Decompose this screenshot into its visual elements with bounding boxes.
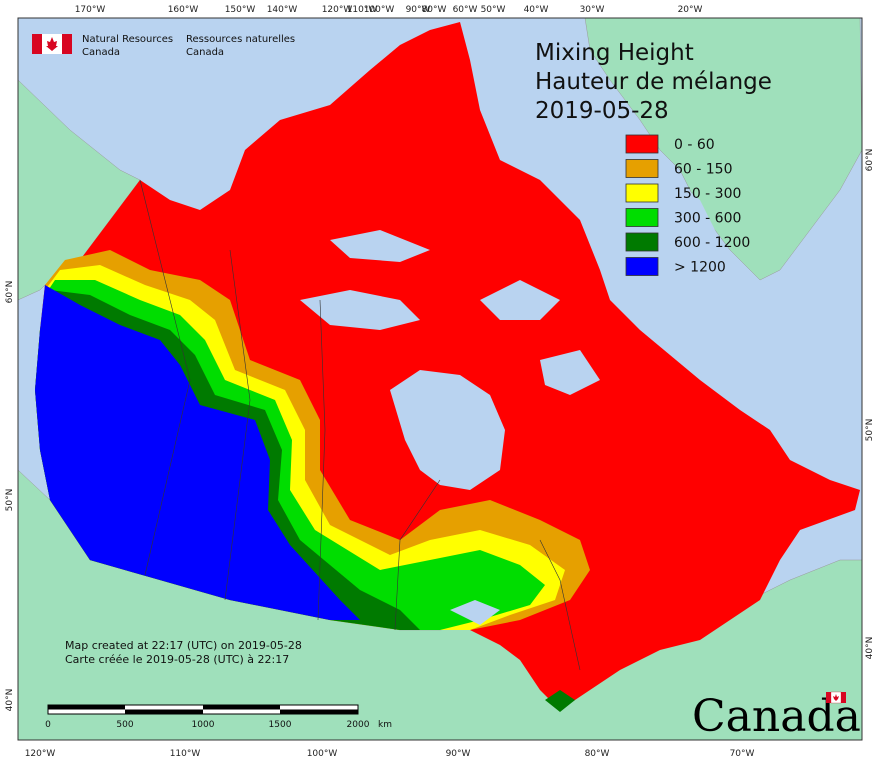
graticule-bottom-label: 70°W xyxy=(730,749,755,759)
title-fr: Hauteur de mélange xyxy=(535,69,772,95)
graticule-right-label: 40°N xyxy=(865,637,875,660)
graticule-top-label: 80°W xyxy=(422,5,447,15)
canada-wordmark: Canada xyxy=(692,691,861,742)
graticule-top-label: 150°W xyxy=(225,5,256,15)
legend-swatch xyxy=(625,159,659,178)
scale-unit: km xyxy=(378,720,392,730)
agency-fr-line1: Ressources naturelles xyxy=(186,34,295,45)
graticule-right-label: 60°N xyxy=(865,149,875,172)
arctic-channel xyxy=(300,290,420,330)
greenland-land xyxy=(584,17,863,281)
canada-flag-icon xyxy=(32,34,72,54)
legend-swatch xyxy=(625,183,659,203)
graticule-left-label: 40°N xyxy=(5,689,15,712)
graticule-top-label: 90°W xyxy=(406,5,431,15)
map-border xyxy=(17,17,863,741)
scale-tick: 1500 xyxy=(269,720,292,730)
legend-label: 60 - 150 xyxy=(674,162,733,178)
graticule-top-label: 100°W xyxy=(364,5,395,15)
graticule-top-label: 20°W xyxy=(678,5,703,15)
scale-bar: 0 500 1000 1500 2000 km xyxy=(45,704,392,730)
scale-tick: 0 xyxy=(45,720,51,730)
graticule-bottom-label: 90°W xyxy=(446,749,471,759)
scale-tick: 2000 xyxy=(347,720,370,730)
graticule-top-label: 40°W xyxy=(524,5,549,15)
graticule-bottom-label: 110°W xyxy=(170,749,201,759)
graticule-top-label: 110°W xyxy=(347,5,378,15)
province-boundaries xyxy=(139,179,581,671)
graticule-top-label: 120°W xyxy=(322,5,353,15)
graticule-bottom-label: 120°W xyxy=(25,749,56,759)
map-title: Mixing Height Hauteur de mélange 2019-05… xyxy=(535,40,772,124)
scale-tick: 500 xyxy=(116,720,133,730)
map-created-fr: Carte créée le 2019-05-28 (UTC) à 22:17 xyxy=(65,653,289,666)
agency-fr-line2: Canada xyxy=(186,47,224,58)
graticule-top-label: 140°W xyxy=(267,5,298,15)
legend-swatch xyxy=(625,232,659,252)
legend-label: 0 - 60 xyxy=(674,137,715,153)
agency-block: Natural Resources Canada Ressources natu… xyxy=(32,34,295,58)
great-lakes xyxy=(450,600,500,625)
graticule-right: 60°N 50°N 40°N xyxy=(865,149,875,660)
graticule-top-label: 60°W xyxy=(453,5,478,15)
scale-tick: 1000 xyxy=(192,720,215,730)
legend: 0 - 60 60 - 150 150 - 300 300 - 600 600 - 12… xyxy=(625,134,750,276)
graticule-top-label: 50°W xyxy=(481,5,506,15)
hudson-strait xyxy=(540,350,600,395)
wordmark-flag-icon xyxy=(826,691,846,704)
agency-en-line1: Natural Resources xyxy=(82,34,173,45)
arctic-channel xyxy=(480,280,560,320)
legend-swatch xyxy=(625,208,659,227)
graticule-right-label: 50°N xyxy=(865,419,875,442)
graticule-left-label: 50°N xyxy=(5,489,15,512)
canada-zone-over-1200 xyxy=(35,285,360,620)
graticule-bottom-label: 80°W xyxy=(585,749,610,759)
graticule-bottom: 120°W 110°W 100°W 90°W 80°W 70°W xyxy=(25,749,755,759)
graticule-top: 170°W 160°W 150°W 140°W 120°W 110°W 100°… xyxy=(75,5,703,15)
lake-ontario-zone xyxy=(545,690,575,712)
title-en: Mixing Height xyxy=(535,40,694,66)
graticule-top-label: 170°W xyxy=(75,5,106,15)
legend-label: 300 - 600 xyxy=(674,211,741,227)
legend-swatch xyxy=(625,257,659,276)
graticule-top-label: 30°W xyxy=(580,5,605,15)
title-date: 2019-05-28 xyxy=(535,98,669,124)
legend-swatch xyxy=(625,134,659,154)
graticule-bottom-label: 100°W xyxy=(307,749,338,759)
graticule-left: 60°N 50°N 40°N xyxy=(5,281,15,712)
agency-en-line2: Canada xyxy=(82,47,120,58)
hudson-bay xyxy=(390,370,505,490)
graticule-top-label: 160°W xyxy=(168,5,199,15)
graticule-left-label: 60°N xyxy=(5,281,15,304)
legend-label: 150 - 300 xyxy=(674,186,741,202)
map-created-en: Map created at 22:17 (UTC) on 2019-05-28 xyxy=(65,639,302,652)
legend-label: 600 - 1200 xyxy=(674,235,750,251)
baffin-bay xyxy=(640,150,720,250)
legend-label: > 1200 xyxy=(674,260,726,276)
arctic-channel xyxy=(330,230,430,262)
